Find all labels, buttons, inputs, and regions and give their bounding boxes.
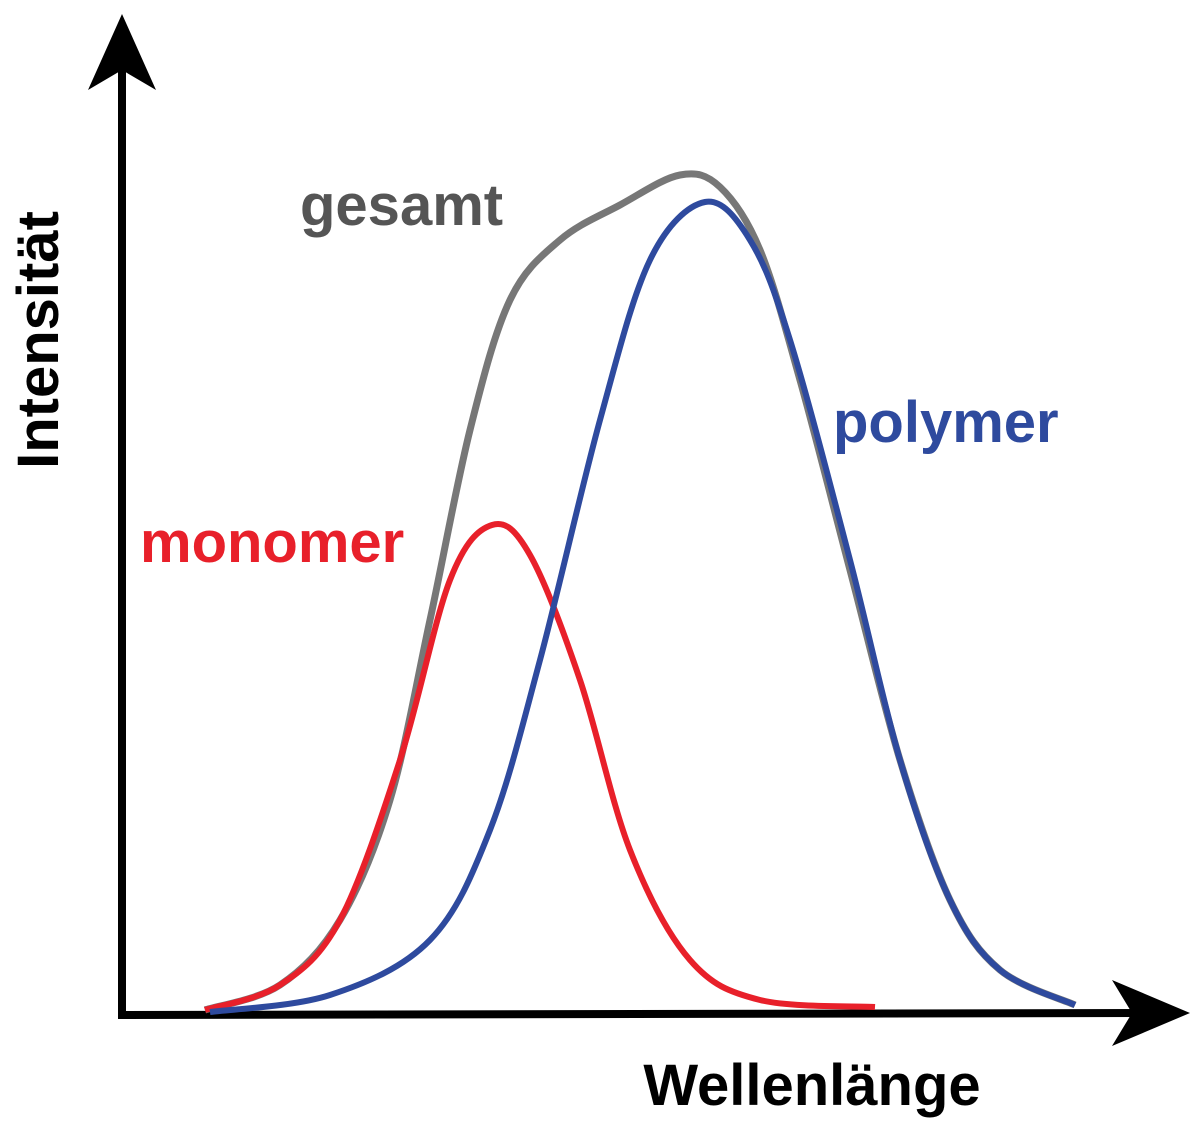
curve-label: monomer: [140, 510, 404, 575]
x-arrow: [1112, 980, 1190, 1046]
curve-label: polymer: [833, 390, 1059, 455]
axes: [88, 14, 1190, 1046]
x-axis-label: Wellenlänge: [643, 1053, 980, 1118]
polymer-curve: [209, 198, 1077, 1015]
curve-label: gesamt: [300, 173, 503, 238]
x-axis: [117, 1009, 1151, 1019]
y-axis-label: Intensität: [6, 211, 71, 469]
monomer-curve: [204, 521, 876, 1013]
y-arrow: [88, 14, 156, 90]
